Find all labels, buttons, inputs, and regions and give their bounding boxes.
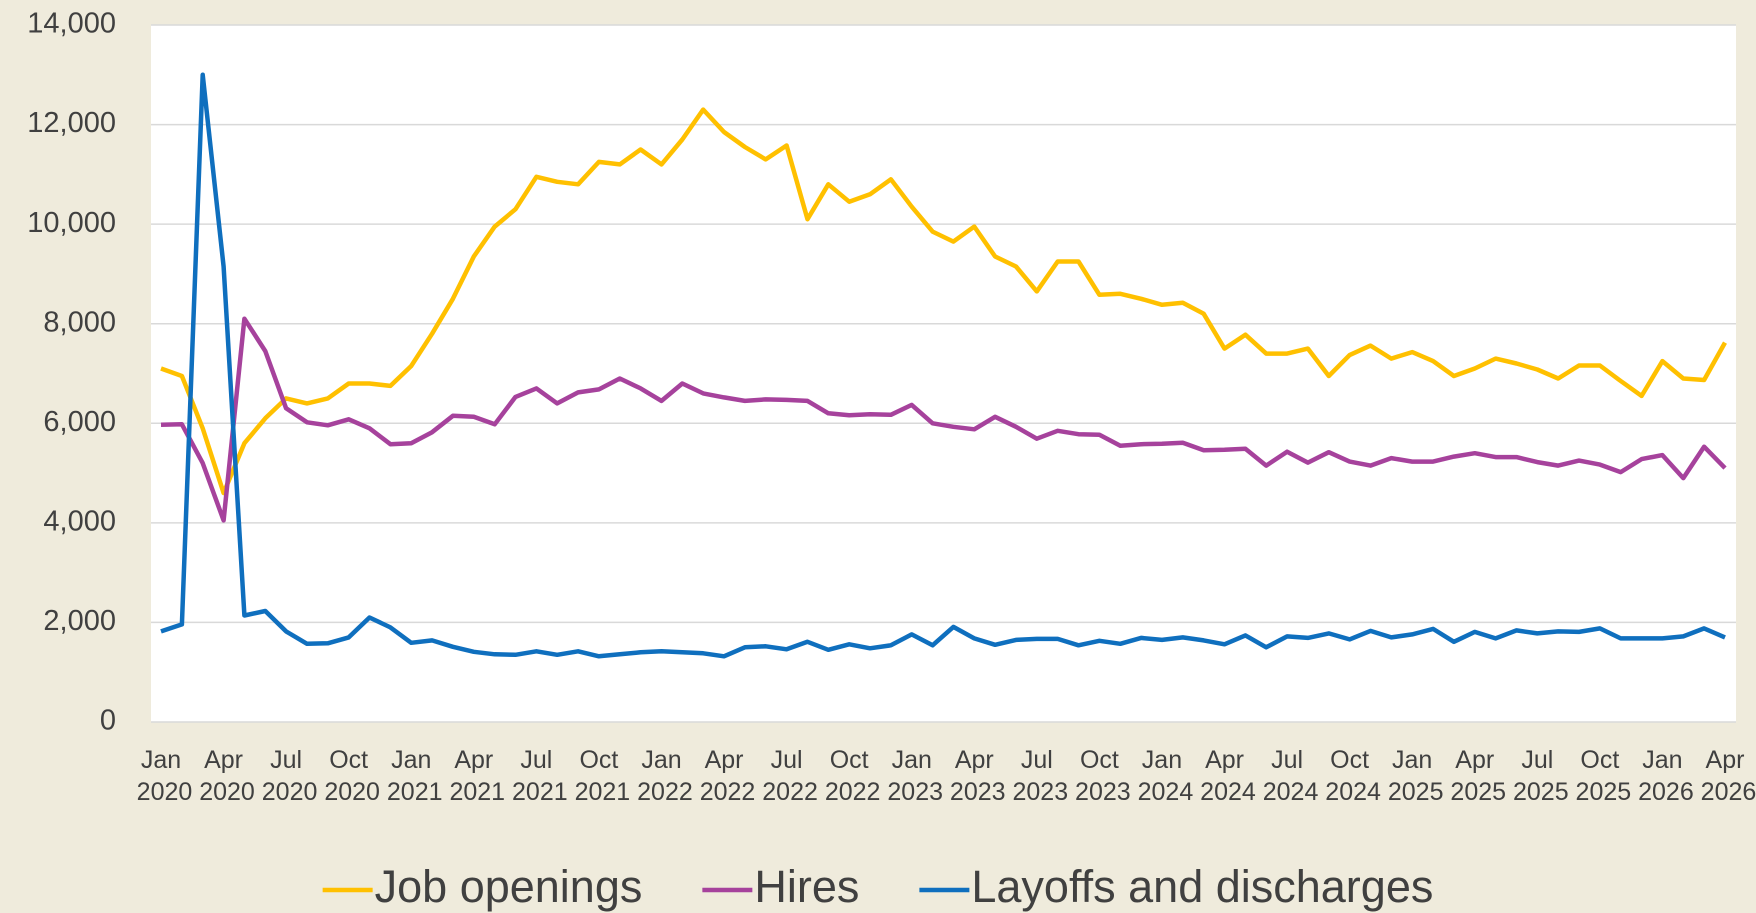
x-tick-label: Apr 2026 (1694, 746, 1756, 806)
x-tick-label: Jan 2021 (380, 746, 443, 806)
x-tick-label: Apr 2020 (192, 746, 255, 806)
y-tick-label: 12,000 (27, 107, 116, 139)
x-tick-label: Oct 2021 (568, 746, 631, 806)
x-tick-label: Jan 2020 (130, 746, 193, 806)
x-tick-label: Jul 2021 (505, 746, 568, 806)
y-tick-label: 4,000 (43, 506, 116, 538)
x-tick-label: Jan 2023 (880, 746, 943, 806)
x-tick-label: Oct 2022 (818, 746, 881, 806)
legend: Job openings Hires Layoffs and discharges (322, 861, 1433, 912)
x-tick-label: Apr 2022 (693, 746, 756, 806)
y-tick-label: 10,000 (27, 207, 116, 239)
x-tick-label: Jan 2026 (1631, 746, 1694, 806)
x-tick-label: Oct 2023 (1068, 746, 1131, 806)
y-tick-label: 6,000 (43, 406, 116, 438)
y-tick-label: 8,000 (43, 306, 116, 338)
series-line (160, 316, 1727, 523)
x-tick-label: Jul 2024 (1256, 746, 1319, 806)
x-tick-label: Apr 2023 (943, 746, 1006, 806)
x-tick-label: Oct 2025 (1569, 746, 1632, 806)
x-tick-label: Apr 2021 (443, 746, 506, 806)
legend-label: Hires (754, 861, 859, 912)
x-tick-label: Jan 2025 (1381, 746, 1444, 806)
x-tick-label: Jul 2025 (1506, 746, 1569, 806)
x-tick-label: Oct 2024 (1318, 746, 1381, 806)
x-tick-label: Jul 2020 (255, 746, 318, 806)
y-tick-label: 2,000 (43, 605, 116, 637)
x-tick-label: Apr 2025 (1443, 746, 1506, 806)
series-line (160, 107, 1727, 496)
y-tick-label: 14,000 (27, 8, 116, 40)
x-tick-label: Jul 2022 (755, 746, 818, 806)
x-tick-label: Apr 2024 (1193, 746, 1256, 806)
legend-label: Layoffs and discharges (971, 861, 1433, 912)
y-tick-label: 0 (100, 705, 116, 737)
x-tick-label: Jan 2022 (630, 746, 693, 806)
plot-area (151, 25, 1736, 722)
x-tick-label: Jan 2024 (1131, 746, 1194, 806)
legend-label: Job openings (375, 861, 643, 912)
x-tick-label: Jul 2023 (1006, 746, 1069, 806)
x-tick-label: Oct 2020 (317, 746, 380, 806)
series-line (160, 72, 1726, 659)
